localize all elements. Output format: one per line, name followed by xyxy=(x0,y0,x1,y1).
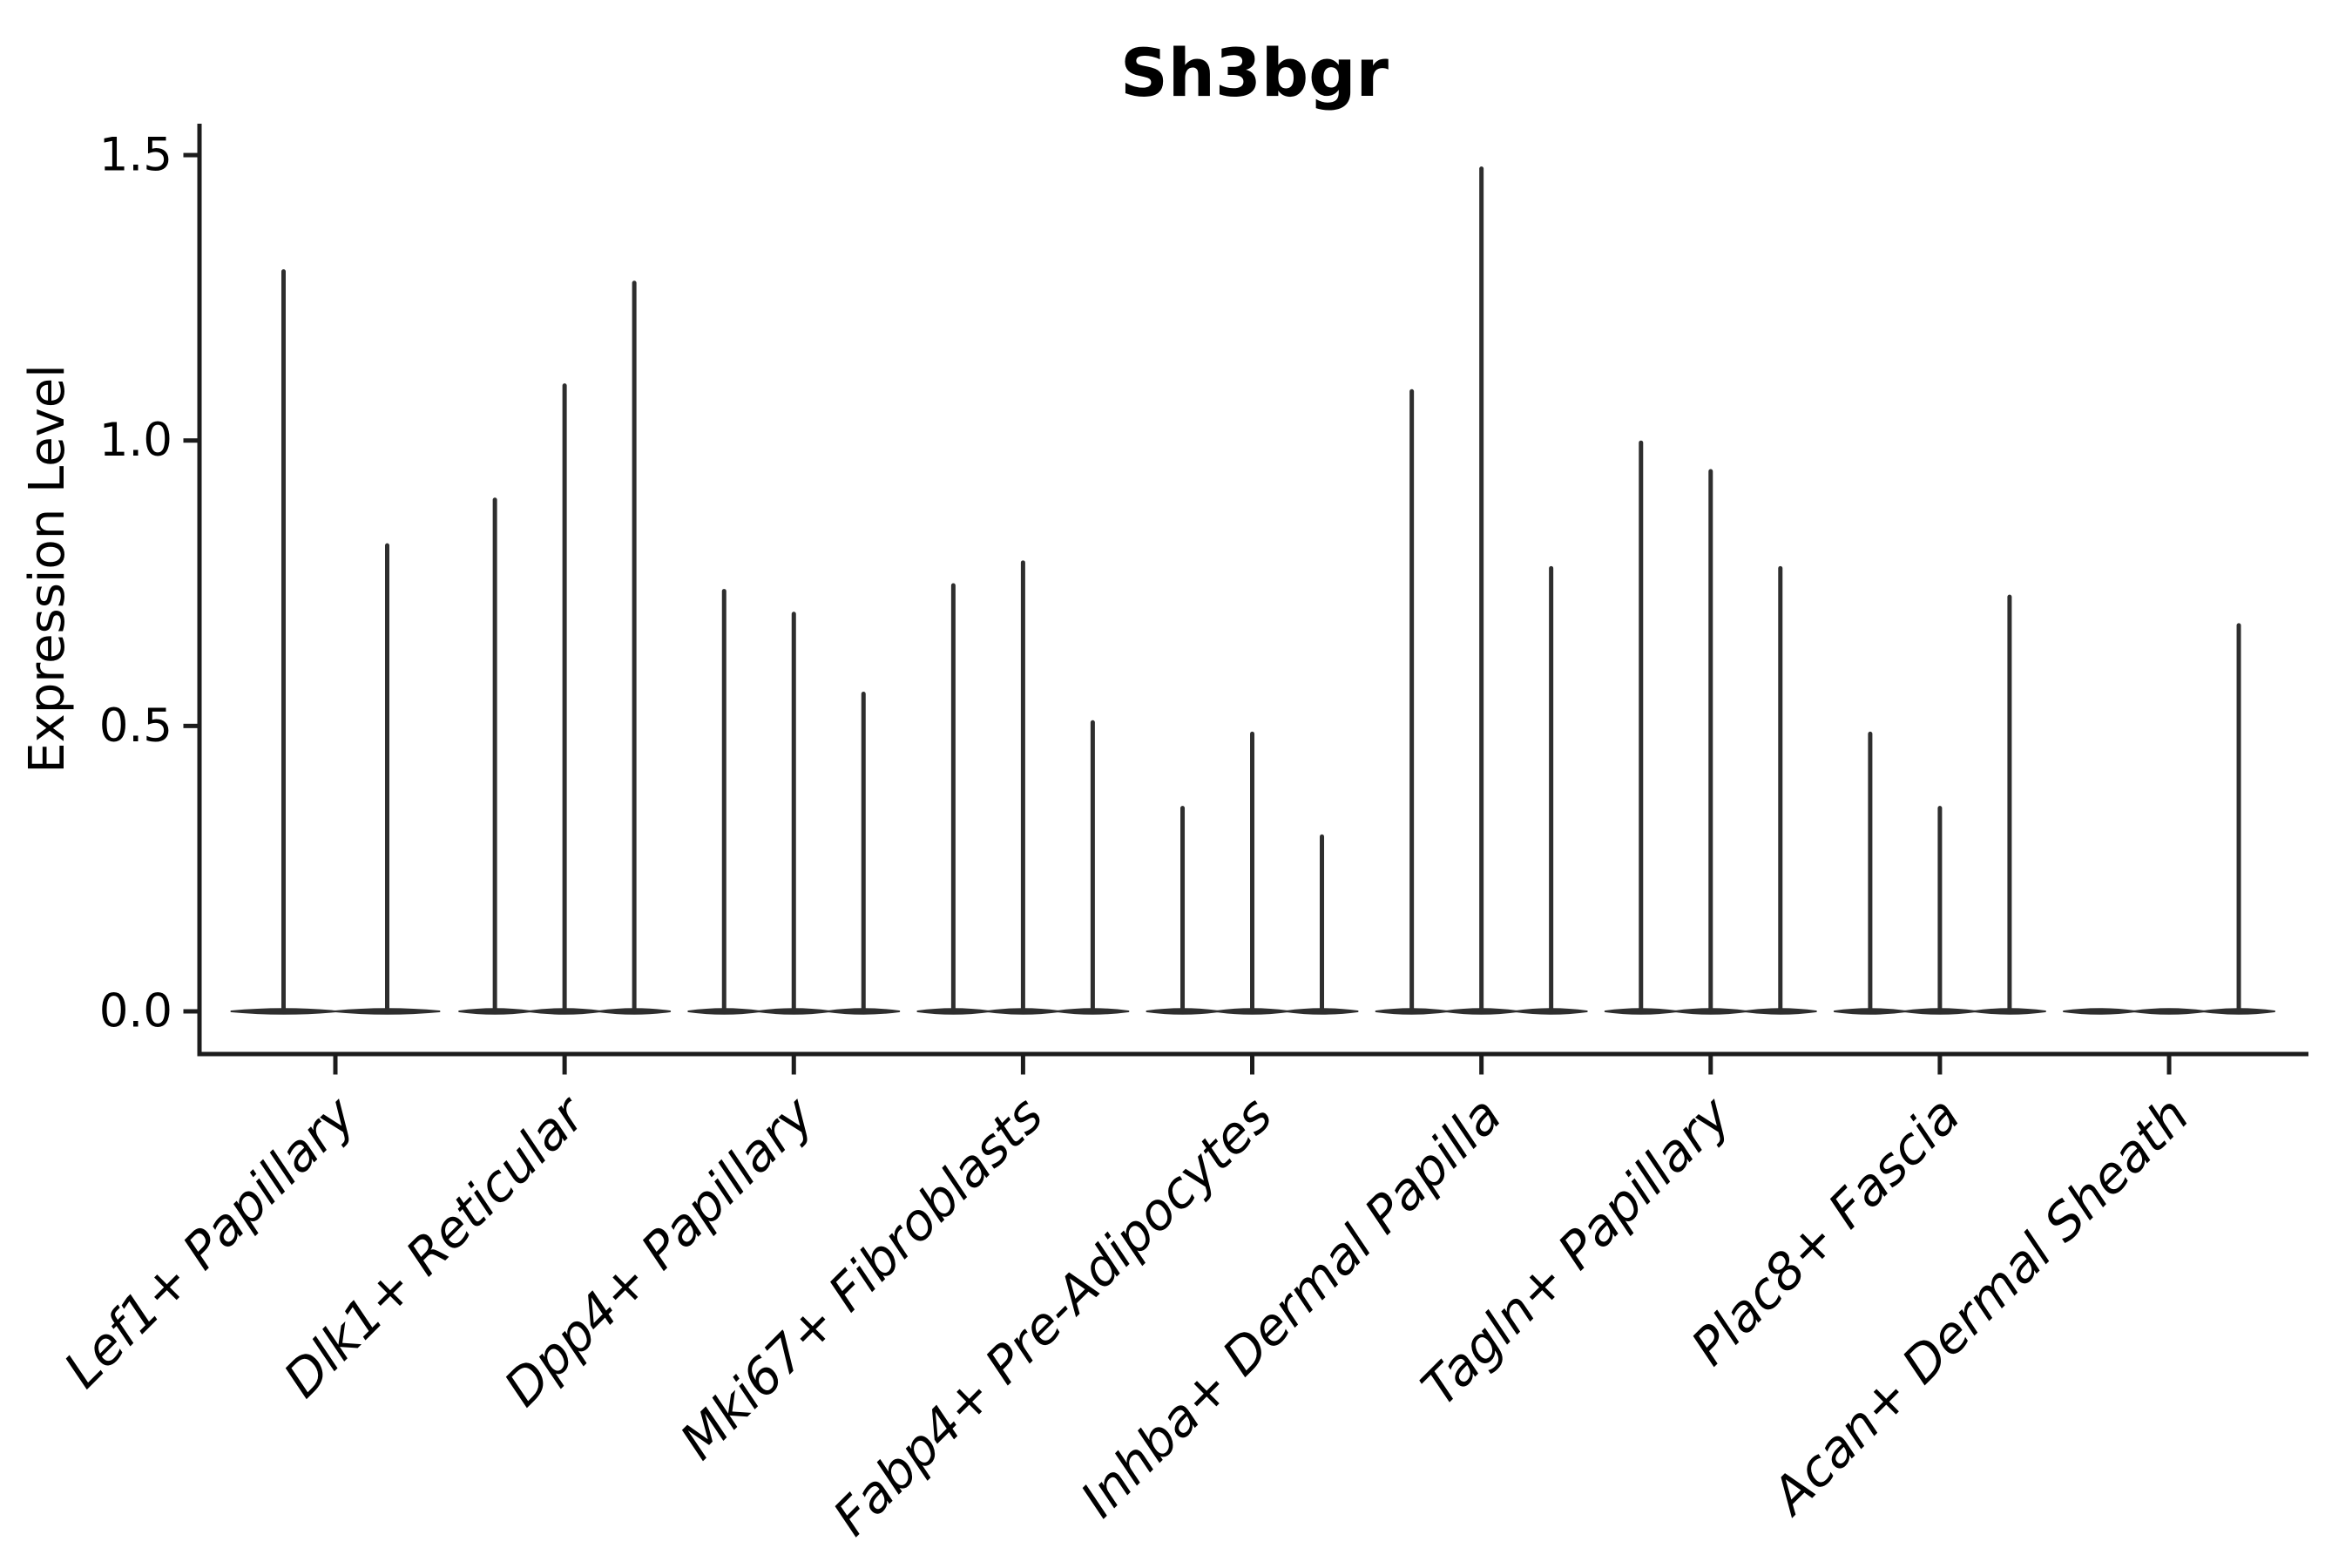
violin-spike xyxy=(721,589,727,1011)
violin-base xyxy=(1056,1008,1130,1015)
x-tick xyxy=(1937,1055,1943,1075)
violin-base xyxy=(916,1008,990,1015)
y-tick-label: 0.5 xyxy=(99,700,172,753)
violin-base xyxy=(458,1008,532,1015)
violin-base xyxy=(1604,1008,1678,1015)
violin-group xyxy=(1604,440,1817,1015)
violin-base xyxy=(1743,1008,1817,1015)
violin-spike xyxy=(1549,565,1554,1011)
violin-spike xyxy=(861,692,866,1011)
violin-group xyxy=(2063,623,2276,1015)
violin-spike xyxy=(632,280,637,1011)
x-tick xyxy=(1020,1055,1025,1075)
x-tick xyxy=(1479,1055,1484,1075)
violin-base xyxy=(1375,1008,1449,1015)
y-axis-label: Expression Level xyxy=(19,364,76,774)
x-tick xyxy=(2166,1055,2172,1075)
violin-spike xyxy=(1090,720,1095,1011)
violin-group xyxy=(687,589,901,1015)
violin-base xyxy=(230,1008,337,1015)
violin-base xyxy=(1833,1008,1907,1015)
y-tick xyxy=(183,1009,198,1014)
violin-spike xyxy=(1868,731,1873,1011)
violin-spike xyxy=(281,269,286,1011)
y-axis-ticks: 0.0 0.5 1.0 1.5 xyxy=(99,129,198,1038)
violin-spike xyxy=(1708,469,1713,1011)
violin-base xyxy=(2202,1008,2276,1015)
violin-group xyxy=(1375,166,1588,1015)
violin-spike xyxy=(1639,440,1644,1011)
violin-base xyxy=(1146,1008,1220,1015)
violin-spike xyxy=(1479,166,1484,1011)
violin-base xyxy=(1972,1008,2046,1015)
x-tick-label: Acan+ Dermal Sheath xyxy=(1758,1085,2200,1528)
x-axis-spine xyxy=(197,1051,2308,1057)
violin-group xyxy=(230,269,441,1015)
x-tick-label: Inhba+ Dermal Papilla xyxy=(1069,1085,1512,1529)
y-tick-label: 1.5 xyxy=(99,129,172,182)
violin-base xyxy=(1444,1008,1518,1015)
violin-base xyxy=(1285,1008,1359,1015)
violin-base xyxy=(528,1008,602,1015)
violin-spike xyxy=(2007,594,2012,1011)
chart-title: Sh3bgr xyxy=(1120,34,1389,112)
x-tick xyxy=(1708,1055,1713,1075)
violin-spike xyxy=(1250,731,1255,1011)
y-tick xyxy=(183,438,198,443)
violin-base xyxy=(598,1008,672,1015)
violin-base xyxy=(1514,1008,1588,1015)
violin-spike xyxy=(562,383,567,1011)
violins-layer xyxy=(230,166,2276,1015)
violin-group xyxy=(458,280,672,1015)
x-tick xyxy=(791,1055,796,1075)
violin-base xyxy=(827,1008,901,1015)
violin-spike xyxy=(1778,565,1783,1011)
x-tick xyxy=(333,1055,338,1075)
y-tick-label: 1.0 xyxy=(99,414,172,467)
violin-spike xyxy=(1409,389,1415,1011)
violin-spike xyxy=(492,497,497,1011)
violin-spike xyxy=(1937,806,1943,1011)
violin-base xyxy=(1903,1008,1977,1015)
x-tick xyxy=(1250,1055,1255,1075)
x-tick-label: Fabp4+ Pre-Adipocytes xyxy=(821,1085,1283,1547)
violin-base xyxy=(757,1008,831,1015)
violin-base xyxy=(687,1008,761,1015)
y-tick xyxy=(183,152,198,158)
violin-spike xyxy=(2236,623,2241,1011)
violin-spike xyxy=(1020,560,1025,1011)
violin-spike xyxy=(950,583,956,1011)
violin-base xyxy=(2063,1008,2137,1015)
violin-spike xyxy=(385,543,389,1011)
violin-base xyxy=(1673,1008,1747,1015)
violin-base xyxy=(334,1008,441,1015)
x-tick xyxy=(562,1055,567,1075)
violin-base xyxy=(986,1008,1060,1015)
violin-spike xyxy=(791,612,796,1011)
violin-group xyxy=(916,560,1130,1015)
y-tick xyxy=(183,723,198,728)
violin-spike xyxy=(1180,806,1186,1011)
violin-group xyxy=(1146,731,1359,1015)
violin-group xyxy=(1833,594,2046,1015)
violin-spike xyxy=(1320,834,1325,1011)
y-tick-label: 0.0 xyxy=(99,985,172,1038)
violin-base xyxy=(2132,1008,2207,1015)
y-axis-spine xyxy=(197,124,202,1057)
axes xyxy=(197,124,2308,1057)
violin-base xyxy=(1215,1008,1289,1015)
